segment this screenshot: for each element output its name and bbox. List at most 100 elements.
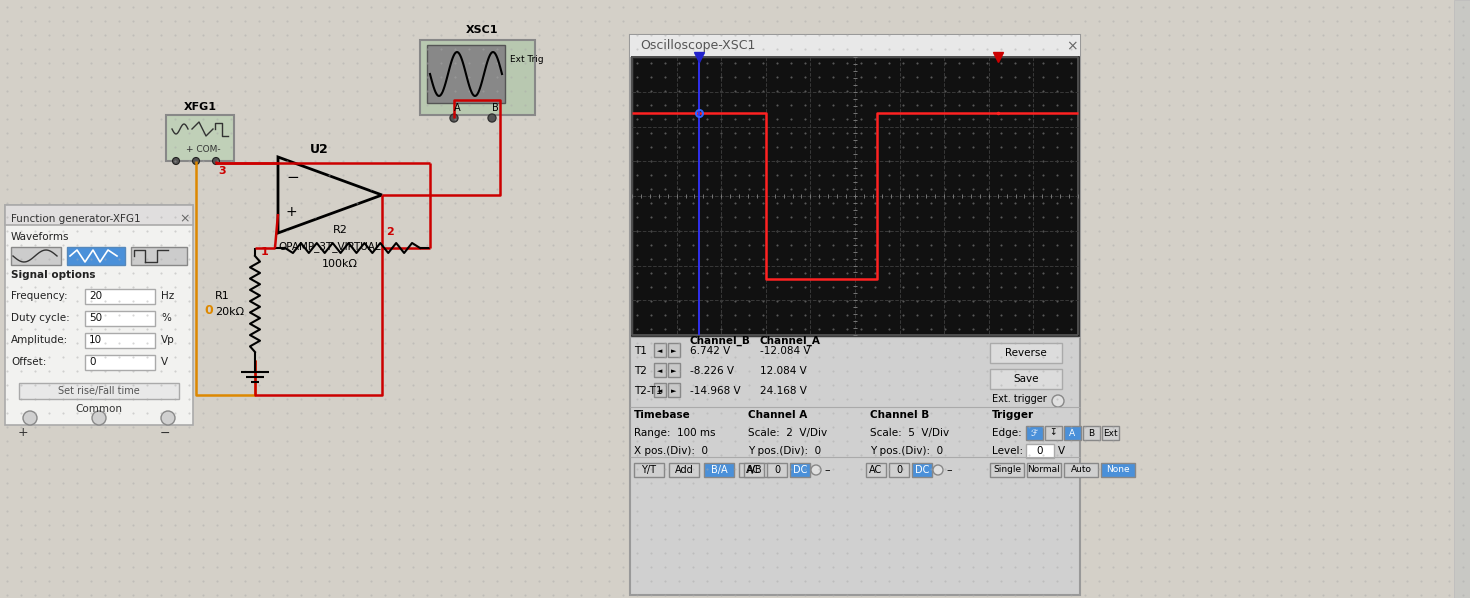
Text: 3: 3 [218, 166, 225, 176]
FancyBboxPatch shape [654, 363, 666, 377]
Text: XFG1: XFG1 [184, 102, 216, 112]
Circle shape [933, 465, 942, 475]
Text: XSC1: XSC1 [466, 25, 498, 35]
FancyBboxPatch shape [1064, 426, 1080, 440]
FancyBboxPatch shape [426, 45, 506, 103]
Text: ►: ► [672, 348, 676, 354]
FancyBboxPatch shape [989, 369, 1061, 389]
Text: 1: 1 [262, 247, 269, 257]
Text: Waveforms: Waveforms [10, 232, 69, 242]
FancyBboxPatch shape [654, 343, 666, 357]
Text: + COM-: + COM- [187, 145, 220, 154]
FancyBboxPatch shape [989, 343, 1061, 363]
Text: Channel A: Channel A [748, 410, 807, 420]
FancyBboxPatch shape [166, 115, 234, 161]
Text: Duty cycle:: Duty cycle: [10, 313, 69, 323]
FancyBboxPatch shape [669, 463, 700, 477]
Text: Y/T: Y/T [641, 465, 657, 475]
FancyBboxPatch shape [632, 57, 1078, 335]
Text: Channel_B: Channel_B [689, 336, 751, 346]
Text: T2-T1: T2-T1 [634, 386, 663, 396]
Text: V: V [1058, 446, 1066, 456]
Text: Offset:: Offset: [10, 357, 47, 367]
Circle shape [1053, 395, 1064, 407]
Text: Save: Save [1013, 374, 1039, 384]
Text: T1: T1 [634, 346, 647, 356]
Circle shape [811, 465, 822, 475]
FancyBboxPatch shape [667, 383, 681, 397]
Text: Amplitude:: Amplitude: [10, 335, 68, 345]
Text: +: + [287, 205, 297, 219]
Text: Vp: Vp [162, 335, 175, 345]
Text: Scale:  2  V/Div: Scale: 2 V/Div [748, 428, 828, 438]
Text: 100kΩ: 100kΩ [322, 259, 359, 269]
FancyBboxPatch shape [1101, 463, 1135, 477]
Text: 0: 0 [895, 465, 903, 475]
FancyBboxPatch shape [420, 40, 535, 115]
Text: Ext. trigger: Ext. trigger [992, 394, 1047, 404]
Text: ◄: ◄ [657, 368, 663, 374]
Text: -8.226 V: -8.226 V [689, 366, 734, 376]
FancyBboxPatch shape [85, 289, 154, 304]
FancyBboxPatch shape [1045, 426, 1061, 440]
Text: ►: ► [672, 388, 676, 394]
Text: T2: T2 [634, 366, 647, 376]
FancyBboxPatch shape [1102, 426, 1119, 440]
Text: B: B [492, 103, 498, 113]
Text: U2: U2 [310, 143, 329, 156]
Text: +: + [18, 426, 28, 440]
Text: Function generator-XFG1: Function generator-XFG1 [10, 214, 141, 224]
Text: DC: DC [792, 465, 807, 475]
Text: A: A [454, 103, 460, 113]
FancyBboxPatch shape [1454, 0, 1470, 598]
FancyBboxPatch shape [4, 205, 193, 425]
Text: Common: Common [75, 404, 122, 414]
Text: ►: ► [672, 368, 676, 374]
FancyBboxPatch shape [1026, 444, 1054, 458]
Text: AC: AC [869, 465, 882, 475]
Text: R2: R2 [332, 225, 347, 235]
Text: Set rise/Fall time: Set rise/Fall time [59, 386, 140, 396]
FancyBboxPatch shape [10, 247, 60, 265]
Circle shape [488, 114, 495, 122]
FancyBboxPatch shape [704, 463, 734, 477]
Text: Auto: Auto [1070, 465, 1092, 474]
FancyBboxPatch shape [789, 463, 810, 477]
Text: AC: AC [747, 465, 760, 475]
Text: Ext Trig: Ext Trig [510, 56, 544, 65]
FancyBboxPatch shape [767, 463, 786, 477]
Text: Scale:  5  V/Div: Scale: 5 V/Div [870, 428, 950, 438]
FancyBboxPatch shape [866, 463, 886, 477]
Text: OPAMP_3T_VIRTUAL: OPAMP_3T_VIRTUAL [278, 241, 381, 252]
Text: V: V [162, 357, 168, 367]
Text: –: – [947, 465, 951, 475]
Text: Hz: Hz [162, 291, 175, 301]
Text: X pos.(Div):  0: X pos.(Div): 0 [634, 446, 709, 456]
FancyBboxPatch shape [4, 205, 193, 225]
Text: Signal options: Signal options [10, 270, 96, 280]
Text: −: − [287, 170, 298, 185]
Text: R1: R1 [215, 291, 229, 301]
Text: A: A [1069, 429, 1075, 438]
FancyBboxPatch shape [634, 463, 664, 477]
FancyBboxPatch shape [19, 383, 179, 399]
Text: 12.084 V: 12.084 V [760, 366, 807, 376]
Text: 0: 0 [204, 304, 213, 316]
Text: Y pos.(Div):  0: Y pos.(Div): 0 [748, 446, 822, 456]
Text: 24.168 V: 24.168 V [760, 386, 807, 396]
Text: ×: × [179, 212, 190, 225]
Text: ℱ: ℱ [1030, 429, 1038, 438]
FancyBboxPatch shape [85, 355, 154, 370]
Text: -14.968 V: -14.968 V [689, 386, 741, 396]
Text: -12.084 V: -12.084 V [760, 346, 810, 356]
Text: 50: 50 [90, 313, 101, 323]
FancyBboxPatch shape [654, 383, 666, 397]
FancyBboxPatch shape [667, 363, 681, 377]
FancyBboxPatch shape [744, 463, 764, 477]
Text: 0: 0 [90, 357, 96, 367]
Circle shape [193, 157, 200, 164]
Text: Normal: Normal [1028, 465, 1060, 474]
FancyBboxPatch shape [1028, 463, 1061, 477]
Text: Ext: Ext [1102, 429, 1117, 438]
Text: 0: 0 [773, 465, 781, 475]
